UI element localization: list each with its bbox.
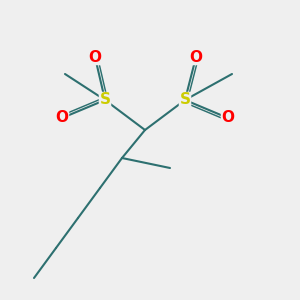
Text: S: S — [100, 92, 110, 107]
Text: O: O — [190, 50, 202, 64]
Text: S: S — [179, 92, 191, 107]
Text: O: O — [221, 110, 235, 125]
Text: O: O — [88, 50, 101, 64]
Text: O: O — [56, 110, 68, 125]
